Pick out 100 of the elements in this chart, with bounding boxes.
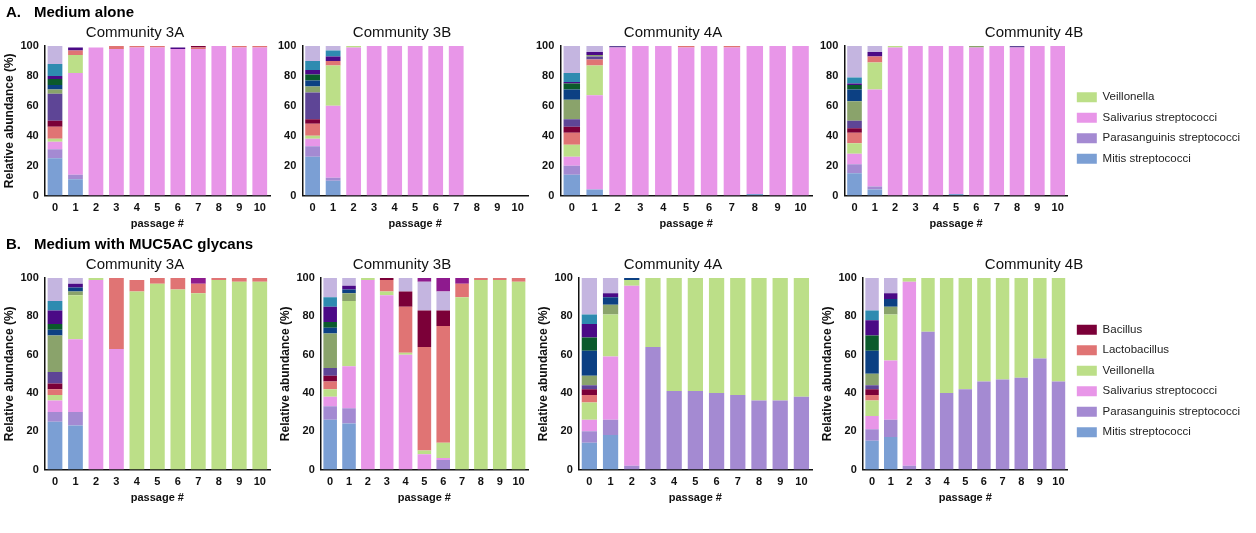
x-tick-label: 1 — [72, 475, 79, 488]
x-tick-label: 9 — [774, 201, 781, 214]
y-tick-label: 0 — [290, 188, 297, 201]
x-tick-label: 0 — [51, 201, 59, 214]
x-tick-label: 0 — [586, 475, 593, 488]
y-tick-label: 60 — [542, 98, 555, 111]
y-tick-label: 100 — [535, 39, 555, 52]
x-tick-label: 1 — [871, 201, 878, 214]
x-tick-label: 5 — [154, 475, 161, 488]
x-tick-label: 5 — [421, 475, 428, 488]
y-tick-label: 20 — [302, 424, 315, 437]
x-tick-label: 6 — [174, 475, 181, 488]
x-tick-label: 0 — [327, 475, 334, 488]
y-tick-label: 100 — [20, 271, 39, 284]
text: B. — [6, 235, 21, 252]
x-tick-label: 1 — [345, 475, 353, 488]
legend-label: Veillonella — [1102, 90, 1155, 103]
y-tick-label: 100 — [819, 39, 839, 52]
x-tick-label: 9 — [236, 475, 243, 488]
x-tick-label: 4 — [391, 201, 399, 214]
x-tick-label: 10 — [253, 475, 266, 488]
x-axis-title: passage # — [938, 491, 992, 504]
legend-label: Mitis streptococci — [1102, 425, 1191, 438]
y-tick-label: 80 — [302, 309, 315, 322]
y-tick-label: 60 — [560, 347, 573, 360]
x-tick-label: 9 — [1034, 201, 1041, 214]
x-tick-label: 1 — [72, 201, 79, 214]
chart-subtitle: Medium with MUC5AC glycans — [34, 235, 254, 252]
x-axis-title: passage # — [130, 217, 184, 230]
y-tick-label: 60 — [26, 347, 39, 360]
x-tick-label: 5 — [692, 475, 699, 488]
x-tick-label: 5 — [962, 475, 969, 488]
x-tick-label: 2 — [628, 475, 635, 488]
legend-label: Salivarius streptococci — [1102, 110, 1217, 123]
y-tick-label: 80 — [826, 68, 839, 81]
x-tick-label: 2 — [614, 201, 621, 214]
x-tick-label: 7 — [999, 475, 1006, 488]
y-tick-label: 0 — [32, 188, 39, 201]
x-tick-label: 10 — [511, 201, 524, 214]
x-tick-label: 8 — [755, 475, 763, 488]
legend-label: Bacillus — [1102, 322, 1143, 335]
y-tick-label: 60 — [826, 98, 839, 111]
chart-title: Community 3B — [352, 255, 452, 273]
y-tick-label: 40 — [26, 128, 39, 141]
y-tick-label: 40 — [302, 385, 315, 398]
y-tick-label: 100 — [277, 39, 297, 52]
x-tick-label: 3 — [383, 475, 390, 488]
x-tick-label: 3 — [924, 475, 932, 488]
y-axis-title: Relative abundance (%) — [277, 306, 292, 442]
y-tick-label: 80 — [284, 68, 297, 81]
x-tick-label: 8 — [751, 201, 758, 214]
x-tick-label: 6 — [973, 201, 980, 214]
x-tick-label: 4 — [133, 201, 141, 214]
x-tick-label: 4 — [402, 475, 410, 488]
chart-title: Community 4B — [984, 255, 1084, 273]
y-tick-label: 20 — [560, 424, 573, 437]
x-tick-label: 0 — [869, 475, 876, 488]
chart-title: Community 3A — [85, 23, 185, 41]
x-tick-label: 4 — [671, 475, 679, 488]
y-tick-label: 0 — [566, 462, 573, 475]
x-tick-label: 2 — [892, 201, 899, 214]
x-tick-label: 9 — [777, 475, 784, 488]
x-tick-label: 7 — [459, 475, 466, 488]
x-axis-title: passage # — [388, 217, 442, 230]
x-tick-label: 6 — [440, 475, 447, 488]
x-tick-label: 10 — [512, 475, 525, 488]
y-tick-label: 20 — [542, 158, 555, 171]
y-tick-label: 80 — [844, 309, 857, 322]
x-tick-label: 4 — [660, 201, 668, 214]
y-axis-title: Relative abundance (%) — [819, 306, 834, 442]
x-tick-label: 6 — [713, 475, 720, 488]
x-tick-label: 4 — [932, 201, 940, 214]
x-tick-label: 2 — [350, 201, 357, 214]
y-tick-label: 60 — [302, 347, 315, 360]
y-tick-label: 40 — [542, 128, 555, 141]
legend-label: Parasanguinis streptococci — [1102, 404, 1240, 417]
x-tick-label: 10 — [1051, 201, 1064, 214]
x-tick-label: 3 — [371, 201, 378, 214]
x-tick-label: 7 — [734, 475, 741, 488]
y-tick-label: 80 — [560, 309, 573, 322]
chart-title: Community 4A — [623, 255, 723, 273]
x-tick-label: 3 — [113, 475, 120, 488]
y-tick-label: 40 — [26, 385, 39, 398]
x-tick-label: 3 — [113, 201, 120, 214]
y-tick-label: 100 — [554, 271, 573, 284]
y-tick-label: 40 — [844, 385, 857, 398]
chart-title: Community 4B — [984, 23, 1084, 41]
y-tick-label: 0 — [548, 188, 555, 201]
chart-title: Community 4A — [623, 23, 723, 41]
y-tick-label: 40 — [826, 128, 839, 141]
y-tick-label: 20 — [26, 424, 39, 437]
x-tick-label: 5 — [953, 201, 960, 214]
y-tick-label: 60 — [284, 98, 297, 111]
x-tick-label: 7 — [728, 201, 735, 214]
y-axis-title: Relative abundance (%) — [1, 306, 16, 442]
x-axis-title: passage # — [397, 491, 451, 504]
x-tick-label: 8 — [477, 475, 484, 488]
legend-label: Salivarius streptococci — [1102, 384, 1217, 397]
x-tick-label: 1 — [887, 475, 894, 488]
x-tick-label: 2 — [92, 475, 100, 488]
